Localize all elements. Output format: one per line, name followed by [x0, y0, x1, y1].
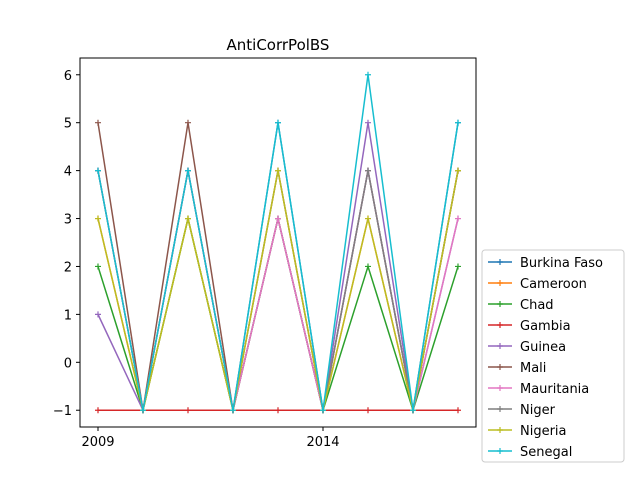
data-point	[275, 167, 281, 174]
y-tick-label: 5	[64, 117, 72, 132]
series-line-burkina-faso	[97, 122, 459, 411]
data-point	[365, 119, 371, 126]
legend-item: Cameroon	[488, 277, 587, 292]
legend-item: Mauritania	[488, 382, 589, 397]
legend-item: Burkina Faso	[488, 256, 603, 271]
legend-marker	[497, 448, 503, 454]
x-axis: 2009 2014	[81, 427, 340, 450]
legend-item: Niger	[488, 403, 556, 418]
legend-marker	[497, 385, 503, 391]
y-tick-label: −1	[53, 404, 72, 419]
data-point	[365, 215, 371, 222]
y-tick-label: 3	[64, 213, 72, 228]
series-line-guinea	[97, 122, 459, 413]
series-layer	[95, 71, 461, 414]
legend-label: Niger	[520, 403, 556, 418]
data-point	[185, 407, 191, 414]
y-tick-label: 0	[64, 356, 72, 371]
legend-marker	[497, 406, 503, 412]
data-point	[95, 119, 101, 126]
legend-marker	[497, 322, 503, 328]
legend-marker	[497, 364, 503, 370]
series-senegal	[95, 71, 461, 414]
y-tick-label: 4	[64, 165, 72, 180]
chart-title: AntiCorrPolBS	[227, 36, 330, 54]
data-point	[275, 215, 281, 222]
legend-item: Mali	[488, 361, 546, 376]
legend-item: Nigeria	[488, 424, 567, 439]
legend-label: Cameroon	[520, 277, 587, 292]
legend-label: Burkina Faso	[520, 256, 603, 271]
series-line-chad	[97, 218, 459, 414]
legend-label: Senegal	[520, 445, 572, 460]
series-line-nigeria	[97, 170, 459, 411]
y-tick-label: 1	[64, 308, 72, 323]
legend-item: Guinea	[488, 340, 566, 355]
data-point	[95, 215, 101, 222]
y-axis: −1 0 1 2 3 4 5 6	[53, 69, 80, 419]
legend-label: Chad	[520, 298, 554, 313]
plot-area	[79, 57, 477, 428]
legend-marker	[497, 301, 503, 307]
legend-label: Gambia	[520, 319, 571, 334]
data-point	[185, 119, 191, 126]
data-point	[95, 167, 101, 174]
data-point	[455, 263, 461, 270]
data-point	[365, 167, 371, 174]
data-point	[275, 407, 281, 414]
legend-label: Mauritania	[520, 382, 589, 397]
data-point	[185, 215, 191, 222]
legend-marker	[497, 280, 503, 286]
data-point	[410, 407, 416, 414]
y-tick-label: 6	[64, 69, 72, 84]
data-point	[275, 119, 281, 126]
data-point	[185, 167, 191, 174]
y-tick-label: 2	[64, 260, 72, 275]
legend-item: Chad	[488, 298, 554, 313]
data-point	[320, 407, 326, 414]
data-point	[455, 215, 461, 222]
data-point	[365, 71, 371, 78]
data-point	[365, 263, 371, 270]
legend-marker	[497, 343, 503, 349]
data-point	[95, 407, 101, 414]
legend-item: Gambia	[488, 319, 571, 334]
legend: Burkina Faso Cameroon Chad Gambia Guinea Mali…	[481, 249, 625, 463]
data-point	[140, 407, 146, 414]
data-point	[95, 263, 101, 270]
legend-box	[481, 249, 625, 463]
series-line-mali	[97, 122, 459, 411]
x-tick-label: 2009	[81, 435, 114, 450]
legend-label: Nigeria	[520, 424, 567, 439]
data-point	[455, 407, 461, 414]
legend-marker	[497, 427, 503, 433]
data-point	[230, 407, 236, 414]
data-point	[365, 407, 371, 414]
legend-label: Mali	[520, 361, 546, 376]
legend-marker	[497, 259, 503, 265]
data-point	[95, 311, 101, 318]
data-point	[455, 119, 461, 126]
series-gambia	[95, 407, 461, 414]
legend-item: Senegal	[488, 445, 572, 460]
legend-label: Guinea	[520, 340, 566, 355]
x-tick-label: 2014	[306, 435, 339, 450]
data-point	[455, 167, 461, 174]
